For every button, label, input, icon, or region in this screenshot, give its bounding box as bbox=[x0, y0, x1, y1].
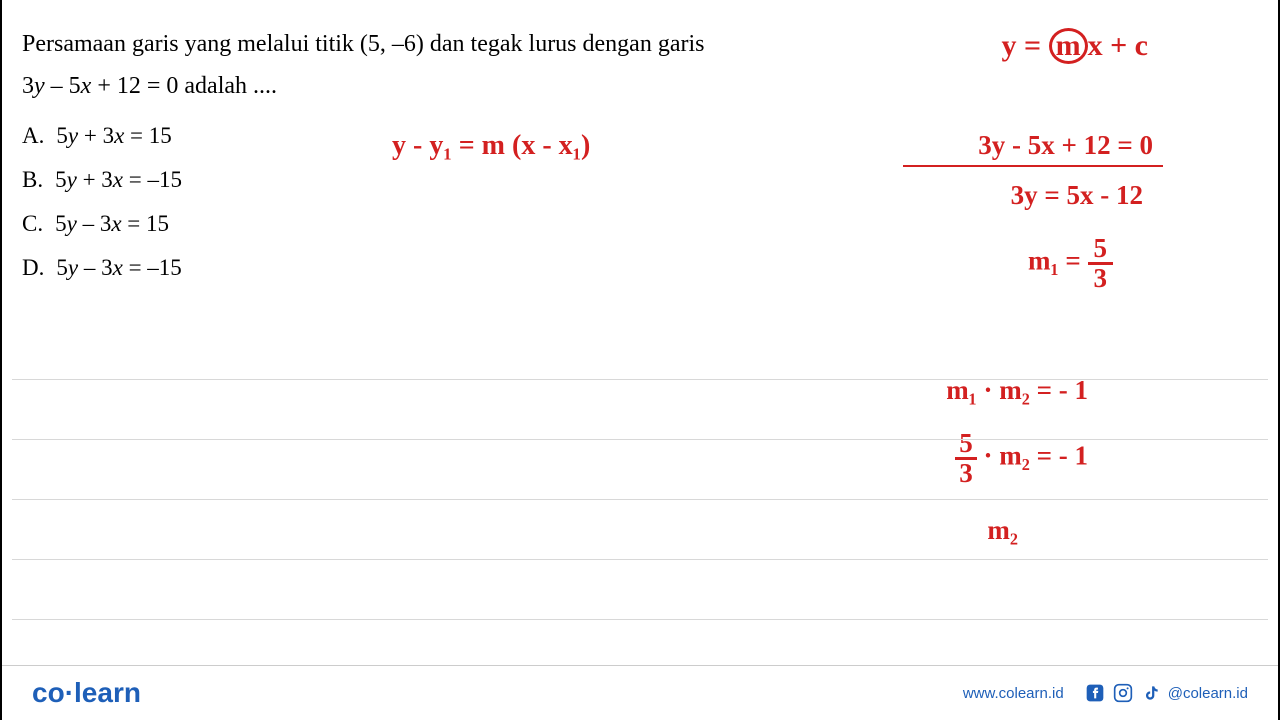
option-a-letter: A. bbox=[22, 123, 44, 149]
option-d-letter: D. bbox=[22, 255, 44, 281]
social-handle: @colearn.id bbox=[1168, 685, 1248, 702]
question-line-2: 3y – 5x + 12 = 0 adalah .... bbox=[22, 70, 1258, 104]
option-a-expr: 5y + 3x = 15 bbox=[56, 123, 171, 149]
social-links: @colearn.id bbox=[1084, 682, 1248, 704]
q2-suffix: + 12 = 0 adalah .... bbox=[91, 73, 277, 99]
ruled-line bbox=[12, 380, 1268, 440]
hw-ymxc-xc: x + c bbox=[1088, 29, 1148, 62]
handwritten-m1-value: m₁ = 53 bbox=[1028, 235, 1113, 292]
handwritten-slope-intercept-form: y = mx + c bbox=[1001, 28, 1148, 64]
q2-mid: – 5 bbox=[45, 73, 81, 99]
logo-co: co bbox=[32, 677, 65, 708]
option-c-expr: 5y – 3x = 15 bbox=[55, 211, 169, 237]
option-d-expr: 5y – 3x = –15 bbox=[56, 255, 181, 281]
option-c: C. 5y – 3x = 15 bbox=[22, 211, 1258, 237]
hw-m1-left: m₁ = bbox=[1028, 246, 1087, 276]
tiktok-icon bbox=[1140, 682, 1162, 704]
q2-var2: x bbox=[81, 73, 92, 99]
facebook-icon bbox=[1084, 682, 1106, 704]
instagram-icon bbox=[1112, 682, 1134, 704]
q2-var1: y bbox=[34, 73, 45, 99]
footer-url: www.colearn.id bbox=[963, 685, 1064, 702]
hw-ymxc-y: y = bbox=[1001, 29, 1048, 62]
option-b-expr: 5y + 3x = –15 bbox=[55, 167, 182, 193]
handwritten-equation-1: 3y - 5x + 12 = 0 bbox=[978, 130, 1153, 161]
option-c-letter: C. bbox=[22, 211, 43, 237]
ruled-line bbox=[12, 320, 1268, 380]
logo: co·learn bbox=[32, 677, 141, 709]
question-text-1: Persamaan garis yang melalui titik (5, –… bbox=[22, 31, 704, 57]
footer-right: www.colearn.id @colearn.id bbox=[963, 682, 1248, 704]
logo-dot: · bbox=[65, 677, 74, 708]
hw-m1-fraction: 53 bbox=[1088, 235, 1114, 292]
q2-prefix: 3 bbox=[22, 73, 34, 99]
ruled-line bbox=[12, 500, 1268, 560]
ruled-line bbox=[12, 560, 1268, 620]
ruled-line bbox=[12, 440, 1268, 500]
option-b-letter: B. bbox=[22, 167, 43, 193]
handwritten-underline bbox=[903, 165, 1163, 167]
hw-ymxc-m-circled: m bbox=[1049, 28, 1088, 64]
footer: co·learn www.colearn.id @colearn.id bbox=[2, 665, 1278, 720]
ruled-lines bbox=[12, 320, 1268, 640]
logo-learn: learn bbox=[74, 677, 141, 708]
handwritten-equation-2: 3y = 5x - 12 bbox=[1011, 180, 1143, 211]
handwritten-point-slope-formula: y - y₁ = m (x - x₁) bbox=[392, 130, 590, 162]
